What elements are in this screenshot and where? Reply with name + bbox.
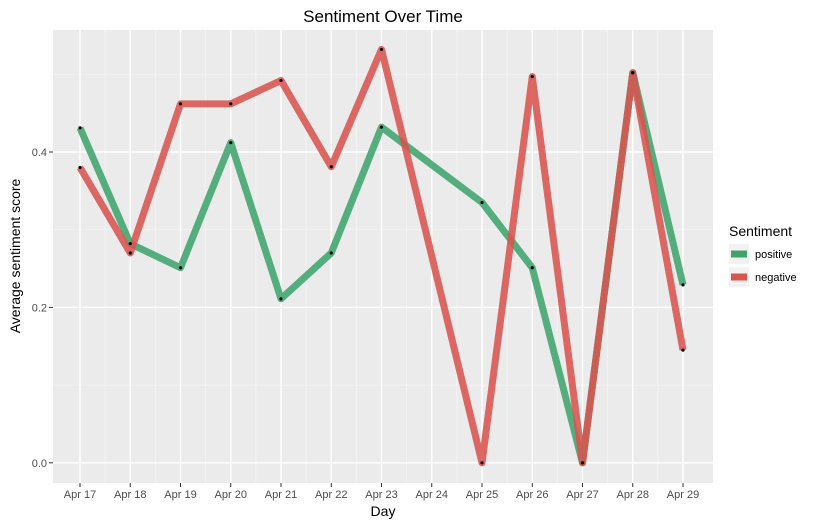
x-tick-label: Apr 18 (114, 489, 146, 501)
data-point-positive (78, 126, 82, 130)
x-tick-label: Apr 22 (315, 489, 347, 501)
x-tick-label: Apr 26 (516, 489, 548, 501)
data-point-positive (329, 251, 333, 255)
x-tick-label: Apr 19 (164, 489, 196, 501)
y-tick-label: 0.4 (32, 147, 47, 159)
data-point-positive (379, 125, 384, 129)
x-tick-label: Apr 21 (265, 489, 297, 501)
data-point-positive (178, 266, 183, 270)
data-point-positive (128, 242, 132, 246)
data-point-positive (681, 283, 685, 287)
x-axis-label: Day (371, 503, 396, 519)
data-point-negative (128, 251, 132, 255)
data-point-negative (379, 47, 384, 52)
legend: Sentiment positive negative (729, 223, 797, 287)
legend-label-negative: negative (755, 272, 797, 284)
data-point-positive (530, 266, 534, 270)
data-point-negative (530, 75, 534, 79)
data-point-negative (480, 461, 484, 465)
legend-label-positive: positive (755, 249, 792, 261)
data-point-positive (480, 200, 484, 205)
x-tick-label: Apr 25 (466, 489, 498, 501)
y-axis-label: Average sentiment score (7, 178, 23, 333)
data-point-negative (78, 165, 82, 170)
data-point-negative (631, 71, 635, 75)
data-point-negative (279, 78, 283, 83)
data-point-negative (229, 102, 233, 106)
legend-title: Sentiment (729, 223, 792, 239)
series-line-negative (76, 45, 687, 467)
x-tick-label: Apr 28 (617, 489, 649, 501)
x-tick-label: Apr 27 (566, 489, 598, 501)
y-tick-label: 0.0 (32, 458, 47, 470)
chart-title: Sentiment Over Time (303, 7, 463, 26)
x-tick-label: Apr 29 (667, 489, 699, 501)
data-point-negative (178, 102, 183, 106)
data-point-negative (681, 348, 685, 352)
x-tick-label: Apr 23 (365, 489, 397, 501)
data-point-negative (580, 461, 585, 465)
x-tick-label: Apr 24 (416, 489, 448, 501)
x-tick-label: Apr 20 (215, 489, 247, 501)
y-tick-label: 0.2 (32, 302, 47, 314)
data-point-negative (329, 165, 333, 169)
data-point-positive (279, 297, 283, 301)
data-point-positive (229, 141, 233, 145)
x-tick-label: Apr 17 (64, 489, 96, 501)
